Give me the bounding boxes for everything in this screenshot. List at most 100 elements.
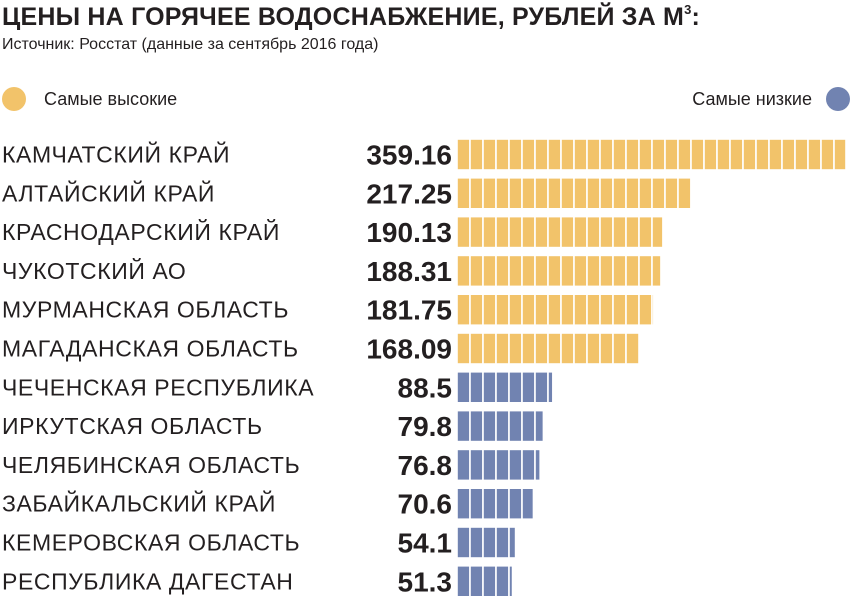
bar-segment — [495, 138, 510, 171]
legend-high: Самые высокие — [2, 86, 177, 112]
bar-segment — [508, 138, 523, 171]
bar — [456, 370, 554, 404]
bar-segment — [456, 215, 471, 249]
bar-segment — [612, 254, 627, 288]
bar-segment — [599, 138, 614, 171]
bar-segment — [521, 448, 536, 482]
bar-segment — [508, 564, 514, 598]
value-label: 88.5 — [398, 372, 453, 403]
bar-segment — [469, 215, 484, 249]
bar-segment — [521, 487, 535, 521]
bar-segment — [573, 332, 588, 365]
category-label: ЗАБАЙКАЛЬСКИЙ КРАЙ — [2, 490, 276, 517]
value-label: 188.31 — [366, 256, 452, 287]
bar — [456, 293, 655, 327]
value-label: 359.16 — [366, 140, 452, 171]
bar-segment — [495, 332, 510, 365]
bar-segment — [547, 332, 562, 365]
chart-source: Источник: Росстат (данные за сентябрь 20… — [2, 36, 379, 53]
bar-segment — [508, 332, 523, 365]
bar-segment — [651, 293, 655, 327]
bar-segment — [612, 138, 627, 171]
bar-segment — [482, 564, 497, 598]
bar — [456, 448, 541, 482]
bar-segment — [456, 526, 471, 559]
bar-segment — [599, 254, 614, 288]
bar-segment — [651, 138, 666, 171]
bar-segment — [495, 526, 510, 559]
bar-segment — [456, 254, 471, 288]
bar-segment — [534, 215, 549, 249]
value-label: 70.6 — [398, 489, 453, 520]
bar-segment — [495, 254, 510, 288]
bar-segment — [482, 487, 497, 521]
bar-segment — [469, 370, 484, 404]
bar — [456, 254, 662, 288]
bar-segment — [482, 332, 497, 365]
bar-segment — [534, 409, 545, 443]
bar-segment — [469, 138, 484, 171]
bar-segment — [664, 177, 679, 210]
bar-segment — [521, 370, 536, 404]
bar-segment — [482, 409, 497, 443]
bar-segment — [495, 409, 510, 443]
bar-segment — [612, 332, 627, 365]
category-label: МАГАДАНСКАЯ ОБЛАСТЬ — [2, 336, 299, 362]
bar-segment — [521, 332, 536, 365]
bar-segment — [716, 138, 731, 171]
bar-segment — [456, 332, 471, 365]
bar-segment — [495, 293, 510, 327]
value-label: 76.8 — [398, 450, 453, 481]
bar-segment — [534, 332, 549, 365]
value-label: 168.09 — [366, 334, 452, 365]
bar-segment — [690, 177, 694, 210]
bar-segment — [469, 487, 484, 521]
bar-segment — [625, 177, 640, 210]
bar-segment — [625, 215, 640, 249]
bar-segment — [456, 177, 471, 210]
bar-segment — [560, 332, 575, 365]
category-label: ИРКУТСКАЯ ОБЛАСТЬ — [2, 413, 263, 439]
bar-segment — [573, 215, 588, 249]
bar — [456, 332, 640, 365]
category-label: АЛТАЙСКИЙ КРАЙ — [2, 179, 215, 206]
bar-segment — [534, 138, 549, 171]
bar-segment — [495, 177, 510, 210]
bar-segment — [586, 138, 601, 171]
bar-segment — [495, 370, 510, 404]
category-label: ЧЕЛЯБИНСКАЯ ОБЛАСТЬ — [2, 452, 300, 478]
category-label: КАМЧАТСКИЙ КРАЙ — [2, 141, 230, 168]
bar-segment — [612, 177, 627, 210]
bar-segment — [586, 293, 601, 327]
bar-segment — [573, 293, 588, 327]
bar-segment — [729, 138, 744, 171]
bar-segment — [677, 138, 692, 171]
value-label: 54.1 — [398, 528, 453, 559]
bar-segment — [469, 409, 484, 443]
chart-title: ЦЕНЫ НА ГОРЯЧЕЕ ВОДОСНАБЖЕНИЕ, РУБЛЕЙ ЗА… — [2, 2, 701, 31]
category-label: КРАСНОДАРСКИЙ КРАЙ — [2, 218, 280, 245]
bar-segment — [807, 138, 822, 171]
bar-segment — [456, 448, 471, 482]
bar-segment — [560, 138, 575, 171]
bar-segment — [469, 177, 484, 210]
bar-segment — [534, 177, 549, 210]
bar-segment — [482, 254, 497, 288]
bar-segment — [638, 254, 653, 288]
bar-segment — [521, 293, 536, 327]
bar-segment — [495, 448, 510, 482]
bar-segment — [820, 138, 835, 171]
bar-segment — [456, 487, 471, 521]
bar-segment — [586, 215, 601, 249]
bar-segment — [599, 293, 614, 327]
bar-segment — [469, 564, 484, 598]
bar-segment — [599, 332, 614, 365]
bar-segment — [794, 138, 809, 171]
bar-segment — [638, 215, 653, 249]
bar-segment — [742, 138, 757, 171]
bar-segment — [534, 254, 549, 288]
bar-segment — [508, 293, 523, 327]
bar-segment — [833, 138, 847, 171]
bar-segment — [456, 409, 471, 443]
